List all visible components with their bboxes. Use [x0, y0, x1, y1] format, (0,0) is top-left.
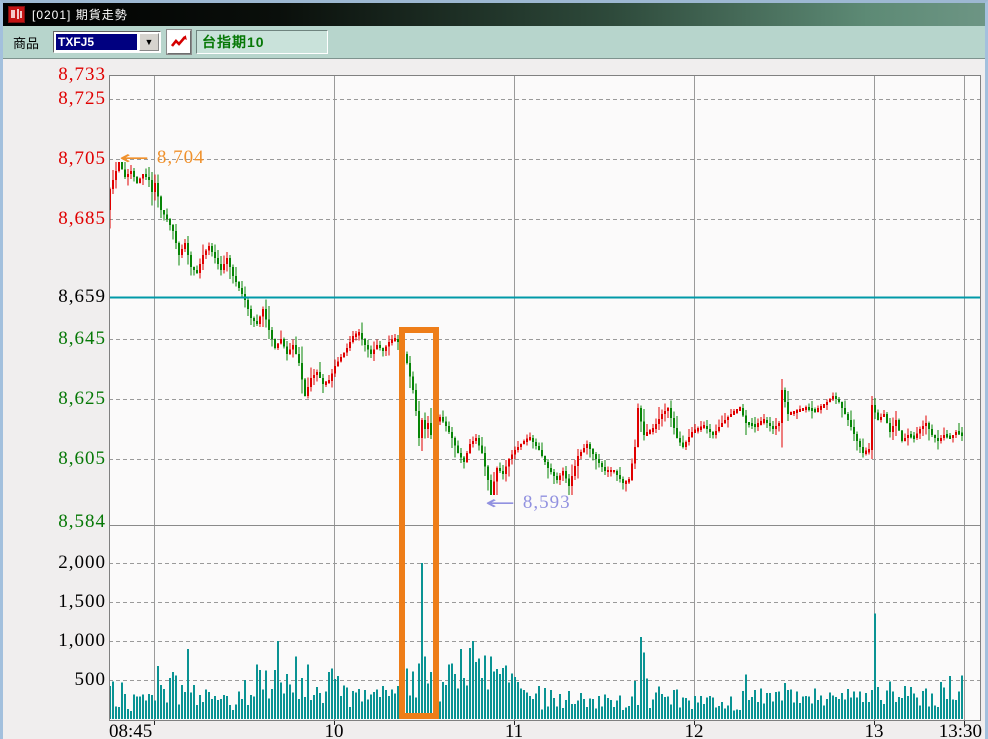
day-low-value: 8,593 [522, 492, 571, 513]
price-axis-label: 8,625 [58, 388, 106, 409]
trend-line-icon [171, 35, 187, 47]
symbol-combobox[interactable]: TXFJ5 ▼ [53, 31, 162, 53]
price-axis-label: 8,705 [58, 148, 106, 169]
day-high-annotation: ← 8,704 [119, 147, 205, 169]
product-name-field: 台指期10 [196, 30, 329, 54]
toolbar: 商品 TXFJ5 ▼ 台指期10 [3, 26, 985, 59]
chart-button[interactable] [166, 29, 193, 55]
price-volume-chart [109, 75, 981, 725]
price-axis-label: 8,659 [58, 286, 106, 307]
product-label: 商品 [13, 35, 40, 51]
time-axis-label: 11 [504, 721, 524, 739]
volume-axis-label: 2,000 [58, 552, 106, 573]
chart-area: ← 8,704 ← 8,593 8,733 8,725 8,705 8,685 8,65… [3, 3, 985, 739]
volume-axis-label: 1,500 [58, 591, 106, 612]
window-title: [0201] 期貨走勢 [32, 8, 128, 22]
symbol-dropdown-button[interactable]: ▼ [139, 33, 160, 51]
time-axis-label: 13:30 [938, 721, 982, 739]
chevron-down-icon: ▼ [144, 37, 154, 47]
volume-axis-label: 1,000 [58, 630, 106, 651]
highlight-box [399, 327, 439, 719]
price-axis-label: 8,645 [58, 328, 106, 349]
price-axis-label: 8,584 [58, 511, 106, 532]
time-axis-label: 08:45 [109, 721, 153, 739]
symbol-combobox-value: TXFJ5 [56, 34, 138, 50]
time-axis-label: 10 [324, 721, 344, 739]
price-axis-label: 8,685 [58, 208, 106, 229]
time-axis-label: 12 [684, 721, 704, 739]
day-high-value: 8,704 [156, 147, 205, 168]
product-name-text: 台指期10 [202, 34, 265, 50]
left-arrow-icon: ← [119, 147, 150, 169]
price-axis-label: 8,605 [58, 448, 106, 469]
price-axis-label: 8,733 [58, 64, 106, 85]
day-low-annotation: ← 8,593 [485, 492, 571, 514]
app-icon [8, 6, 25, 23]
left-arrow-icon: ← [485, 492, 516, 514]
volume-axis-label: 500 [74, 669, 106, 690]
time-axis-label: 13 [864, 721, 884, 739]
price-axis-label: 8,725 [58, 88, 106, 109]
window-titlebar[interactable]: [0201] 期貨走勢 [3, 3, 985, 26]
